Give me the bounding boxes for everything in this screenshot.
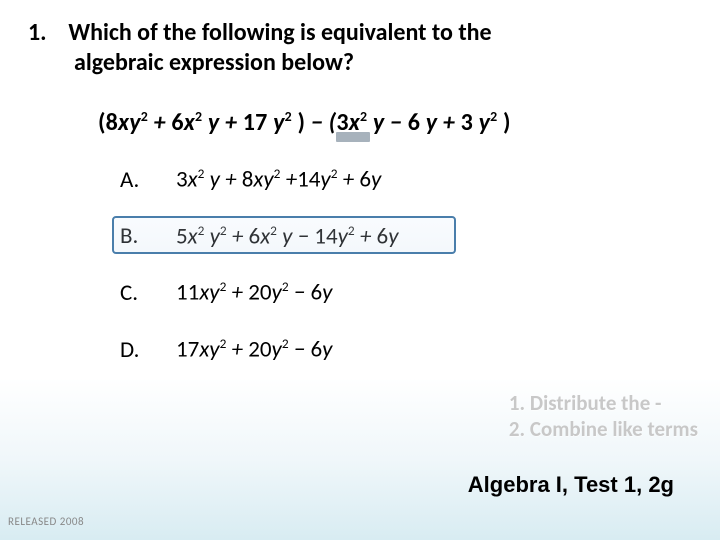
hint-steps: 1. Distribute the - 2. Combine like term…: [509, 390, 698, 443]
choice-label: D.: [120, 336, 148, 364]
choice-d[interactable]: D. 17xy2 + 20y2 − 6y: [120, 335, 720, 364]
choice-label: C.: [120, 279, 148, 307]
choice-b[interactable]: B. 5x2 y2 + 6x2 y − 14y2 + 6y: [120, 222, 720, 251]
question-stem: 1. Which of the following is equivalent …: [0, 0, 720, 78]
choice-label: B.: [120, 222, 148, 250]
choice-body: 3x2 y + 8xy2 +14y2 + 6y: [176, 165, 381, 194]
expression-body: (8xy2 + 6x2 y + 17 y2 ) − (3x2 y − 6 y +…: [98, 108, 511, 137]
hint-line-2: 2. Combine like terms: [509, 416, 698, 442]
question-line1: Which of the following is equivalent to …: [68, 18, 491, 47]
hint-line-1: 1. Distribute the -: [509, 390, 698, 416]
question-line2: algebraic expression below?: [28, 48, 692, 78]
question-number: 1.: [28, 18, 47, 47]
source-reference: Algebra I, Test 1, 2g: [468, 472, 674, 498]
choice-a[interactable]: A. 3x2 y + 8xy2 +14y2 + 6y: [120, 165, 720, 194]
minus-highlight-mark: [336, 132, 370, 142]
choice-label: A.: [120, 166, 148, 194]
choice-body: 5x2 y2 + 6x2 y − 14y2 + 6y: [176, 222, 399, 251]
answer-choices: A. 3x2 y + 8xy2 +14y2 + 6y B. 5x2 y2 + 6…: [0, 165, 720, 364]
algebraic-expression: (8xy2 + 6x2 y + 17 y2 ) − (3x2 y − 6 y +…: [0, 78, 720, 165]
choice-body: 17xy2 + 20y2 − 6y: [176, 335, 332, 364]
choice-body: 11xy2 + 20y2 − 6y: [176, 278, 332, 307]
choice-c[interactable]: C. 11xy2 + 20y2 − 6y: [120, 278, 720, 307]
footer-release: RELEASED 2008: [8, 515, 84, 528]
